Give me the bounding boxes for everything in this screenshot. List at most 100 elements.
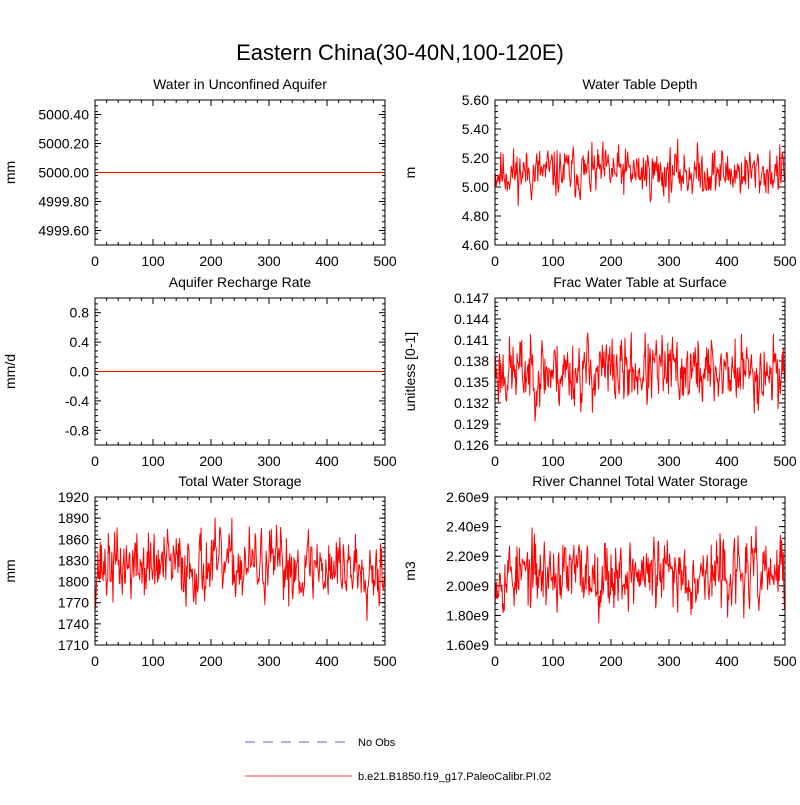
panel-title: Aquifer Recharge Rate [169,274,312,290]
y-axis-label: m [402,167,418,179]
y-tick-label: 4999.60 [38,223,89,239]
y-tick-label: 2.40e9 [446,519,489,535]
x-tick-label: 100 [541,653,565,669]
x-tick-label: 0 [491,253,499,269]
y-tick-label: 2.60e9 [446,489,489,505]
y-tick-label: 0.144 [454,311,489,327]
y-tick-label: 0.147 [454,290,489,306]
legend-label-model-run: b.e21.B1850.f19_g17.PaleoCalibr.PI.02 [358,771,551,783]
panel-4: Frac Water Table at Surface unitless [0-1… [402,274,797,469]
x-tick-label: 100 [541,253,565,269]
panel-3: Aquifer Recharge Rate mm/d 0 100 200 300 400 50… [2,274,397,469]
y-axis-label: m3 [402,561,418,581]
y-tick-label: 5.60 [462,92,489,108]
x-tick-label: 400 [715,253,739,269]
y-tick-label: 1860 [58,531,89,547]
x-tick-label: 400 [715,653,739,669]
plot-frame [494,496,786,646]
y-tick-label: 0.0 [70,364,90,380]
legend: No Obs b.e21.B1850.f19_g17.PaleoCalibr.P… [245,737,551,783]
y-tick-label: 5000.20 [38,136,89,152]
y-tick-label: 4999.80 [38,194,89,210]
y-tick-label: -0.4 [65,393,89,409]
x-tick-label: 0 [91,253,99,269]
x-tick-label: 400 [315,253,339,269]
y-tick-label: 1830 [58,552,89,568]
x-tick-label: 500 [773,253,797,269]
x-tick-label: 100 [141,253,165,269]
x-tick-label: 200 [199,453,223,469]
y-tick-label: 1740 [58,616,89,632]
x-tick-label: 400 [315,453,339,469]
x-tick-label: 100 [541,453,565,469]
x-tick-label: 200 [599,253,623,269]
y-tick-label: 5000.40 [38,107,89,123]
x-tick-label: 300 [657,253,681,269]
x-tick-label: 400 [715,453,739,469]
x-tick-label: 100 [141,653,165,669]
y-tick-label: 4.60 [462,237,489,253]
y-tick-label: 0.141 [454,332,489,348]
y-tick-label: 5.20 [462,150,489,166]
x-tick-label: 200 [199,653,223,669]
y-tick-label: 1890 [58,510,89,526]
y-axis-label: mm [2,559,18,582]
y-axis-label: mm/d [2,354,18,389]
panel-6: River Channel Total Water Storage m3 0 100 2… [402,473,797,669]
x-tick-label: 500 [373,653,397,669]
y-tick-label: 5000.00 [38,165,89,181]
y-tick-label: 1800 [58,574,89,590]
x-tick-label: 200 [199,253,223,269]
x-tick-label: 300 [257,253,281,269]
x-tick-label: 300 [257,653,281,669]
panel-title: Water Table Depth [582,76,697,92]
series-line [494,332,786,422]
x-tick-label: 200 [599,653,623,669]
y-axis-label: unitless [0-1] [402,332,418,411]
x-tick-label: 300 [657,453,681,469]
y-tick-label: 1.60e9 [446,637,489,653]
plot-frame [494,99,786,246]
x-tick-label: 500 [373,253,397,269]
y-axis-label: mm [2,161,18,184]
panel-title: Frac Water Table at Surface [553,274,727,290]
y-tick-label: 5.00 [462,179,489,195]
y-tick-label: 0.138 [454,353,489,369]
plot-frame [494,297,786,446]
panel-1: Water in Unconfined Aquifer mm 0 100 200 300 4… [2,76,397,269]
y-tick-label: 1.80e9 [446,607,489,623]
panel-5: Total Water Storage mm 0 100 200 300 400 500 171… [2,473,397,669]
x-tick-label: 500 [773,453,797,469]
y-tick-label: 2.20e9 [446,548,489,564]
panel-title: River Channel Total Water Storage [532,473,748,489]
x-tick-label: 0 [91,453,99,469]
panel-title: Water in Unconfined Aquifer [153,76,327,92]
y-tick-label: 0.135 [454,374,489,390]
plot-frame [94,297,386,446]
y-tick-label: 1920 [58,489,89,505]
series-line [494,525,786,624]
panels: Water in Unconfined Aquifer mm 0 100 200 300 4… [2,76,797,669]
y-tick-label: 0.4 [70,334,90,350]
y-tick-label: 4.80 [462,208,489,224]
x-tick-label: 400 [315,653,339,669]
x-tick-label: 300 [257,453,281,469]
x-tick-label: 200 [599,453,623,469]
x-tick-label: 500 [773,653,797,669]
y-tick-label: 0.126 [454,437,489,453]
series-line [494,138,786,207]
series-line [94,517,386,622]
panel-2: Water Table Depth m 0 100 200 300 400 500 4.60 4.… [402,76,797,269]
y-tick-label: 5.40 [462,121,489,137]
y-tick-label: 0.132 [454,395,489,411]
plot-frame [94,99,386,246]
y-tick-label: -0.8 [65,422,89,438]
x-tick-label: 0 [91,653,99,669]
y-tick-label: 2.00e9 [446,578,489,594]
legend-label-no-obs: No Obs [358,737,396,749]
y-tick-label: 1770 [58,595,89,611]
x-tick-label: 0 [491,453,499,469]
y-tick-label: 0.129 [454,416,489,432]
